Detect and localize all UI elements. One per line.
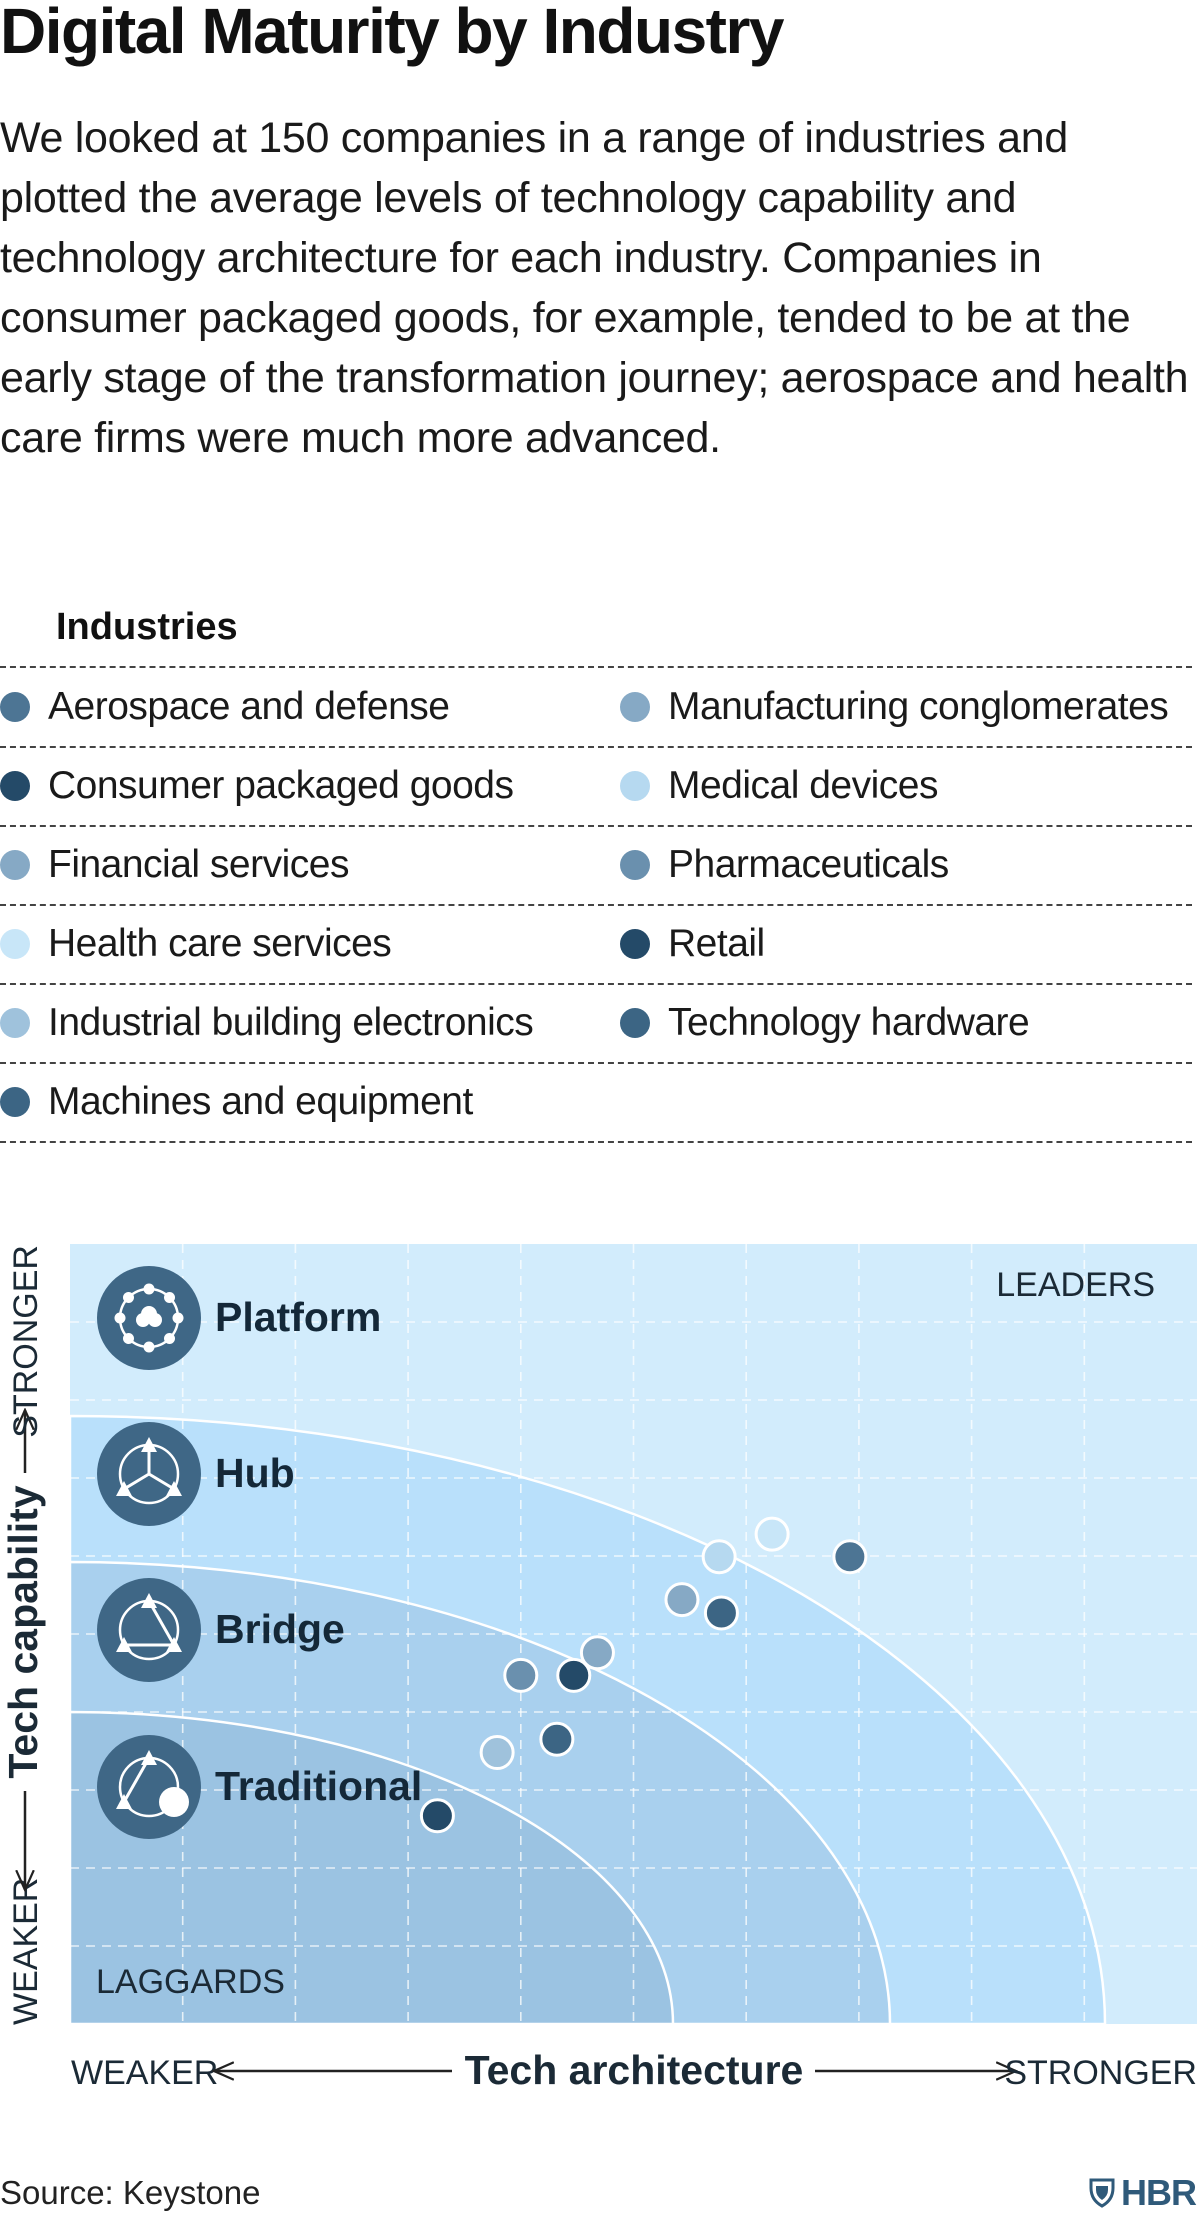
zone-label-hub: Hub bbox=[215, 1450, 295, 1496]
industry-point bbox=[556, 1657, 592, 1693]
legend-item: Industrial building electronics bbox=[0, 983, 534, 1062]
legend-label: Pharmaceuticals bbox=[668, 842, 949, 886]
x-axis-title: Tech architecture bbox=[465, 2047, 804, 2093]
legend-label: Machines and equipment bbox=[48, 1079, 473, 1123]
legend-dot bbox=[620, 1007, 650, 1038]
legend-label: Aerospace and defense bbox=[48, 684, 450, 728]
legend-dot bbox=[0, 928, 30, 959]
legend-divider bbox=[0, 666, 1192, 668]
x-axis-weak-label: WEAKER bbox=[71, 2054, 218, 2092]
hbr-logo-icon bbox=[1089, 2178, 1115, 2208]
industry-point bbox=[701, 1539, 737, 1575]
industry-point bbox=[479, 1735, 515, 1771]
legend-label: Manufacturing conglomerates bbox=[668, 684, 1169, 728]
zone-label-platform: Platform bbox=[215, 1294, 381, 1340]
hbr-brand: HBR bbox=[1089, 2172, 1197, 2214]
x-axis-strong-label: STRONGER bbox=[1004, 2054, 1197, 2092]
legend-label: Financial services bbox=[48, 842, 349, 886]
legend-label: Retail bbox=[668, 921, 765, 965]
legend-title: Industries bbox=[56, 606, 238, 648]
legend-row: Industrial building electronics Technolog… bbox=[0, 983, 1192, 1064]
legend-dot bbox=[0, 1007, 30, 1038]
industry-point bbox=[503, 1657, 539, 1693]
legend-label: Technology hardware bbox=[668, 1000, 1030, 1044]
legend-label: Health care services bbox=[48, 921, 392, 965]
legend-dot bbox=[0, 770, 30, 801]
legend-item: Manufacturing conglomerates bbox=[620, 667, 1169, 746]
legend-row: Health care services Retail bbox=[0, 904, 1192, 985]
legend-dot bbox=[0, 691, 30, 722]
chart-title: Digital Maturity by Industry bbox=[0, 0, 784, 67]
legend-item: Pharmaceuticals bbox=[620, 825, 949, 904]
legend-item: Consumer packaged goods bbox=[0, 746, 514, 825]
industry-point bbox=[664, 1582, 700, 1618]
legend-item: Machines and equipment bbox=[0, 1062, 473, 1141]
y-axis-title: Tech capability bbox=[0, 1485, 46, 1778]
legend-item: Technology hardware bbox=[620, 983, 1030, 1062]
traditional-icon bbox=[97, 1735, 201, 1839]
industry-point bbox=[754, 1516, 790, 1552]
legend-item: Aerospace and defense bbox=[0, 667, 450, 746]
legend-row: Aerospace and defense Manufacturing congl… bbox=[0, 667, 1192, 748]
legend-dot bbox=[620, 691, 650, 722]
legend-label: Industrial building electronics bbox=[48, 1000, 534, 1044]
industry-point bbox=[832, 1539, 868, 1575]
zone-label-traditional: Traditional bbox=[215, 1763, 422, 1809]
legend-dot bbox=[620, 928, 650, 959]
legend-label: Consumer packaged goods bbox=[48, 763, 514, 807]
legend-label: Medical devices bbox=[668, 763, 938, 807]
maturity-chart: Platform Hub Bridge Traditional LEADERS LAG… bbox=[0, 1244, 1197, 2093]
legend-dot bbox=[0, 849, 30, 880]
chart-subtitle: We looked at 150 companies in a range of… bbox=[0, 114, 1189, 462]
legend-dot bbox=[620, 770, 650, 801]
legend-row: Consumer packaged goods Medical devices bbox=[0, 746, 1192, 827]
zone-label-bridge: Bridge bbox=[215, 1606, 345, 1652]
source-note: Source: Keystone bbox=[0, 2174, 261, 2211]
hub-icon bbox=[97, 1422, 201, 1526]
laggards-label: LAGGARDS bbox=[96, 1963, 285, 2001]
industry-point bbox=[703, 1595, 739, 1631]
legend-dot bbox=[0, 1086, 30, 1117]
industry-point bbox=[419, 1798, 455, 1834]
legend-item: Financial services bbox=[0, 825, 349, 904]
legend-row: Machines and equipment bbox=[0, 1062, 1192, 1143]
platform-icon bbox=[97, 1266, 201, 1370]
legend-item: Medical devices bbox=[620, 746, 938, 825]
industry-point bbox=[579, 1635, 615, 1671]
hbr-brand-text: HBR bbox=[1121, 2172, 1197, 2213]
leaders-label: LEADERS bbox=[996, 1266, 1155, 1304]
legend-item: Health care services bbox=[0, 904, 392, 983]
legend-dot bbox=[620, 849, 650, 880]
bridge-icon bbox=[97, 1578, 201, 1682]
y-axis-weak-label: WEAKER bbox=[7, 1878, 45, 2025]
legend-row: Financial services Pharmaceuticals bbox=[0, 825, 1192, 906]
industry-point bbox=[539, 1721, 575, 1757]
y-axis-strong-label: STRONGER bbox=[7, 1245, 45, 1438]
legend-item: Retail bbox=[620, 904, 765, 983]
